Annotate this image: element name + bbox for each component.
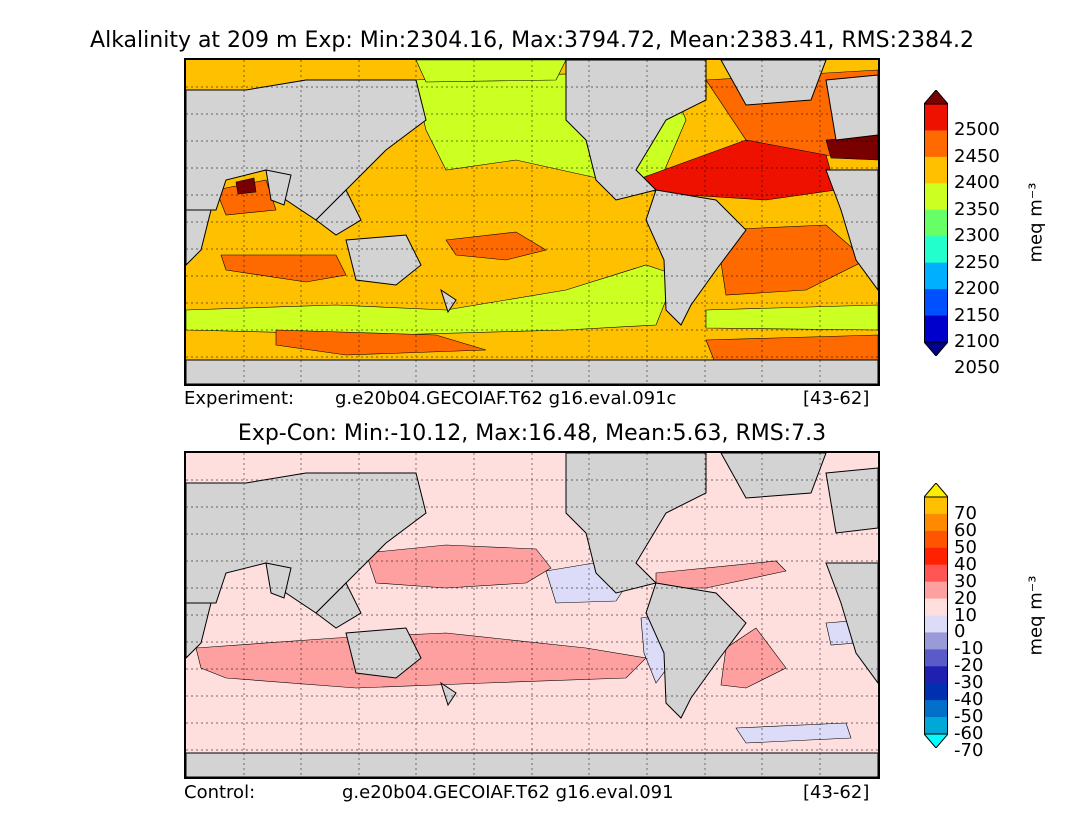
colorbar-swatch: [924, 156, 948, 184]
top-colorbar: [922, 89, 950, 357]
colorbar-tick-label: 2300: [954, 225, 1000, 247]
colorbar-swatch: [924, 209, 948, 237]
colorbar-swatch: [924, 183, 948, 211]
south-atlantic-low-band: [705, 304, 878, 331]
colorbar-min-arrow: [922, 341, 950, 357]
land-new-zealand: [440, 288, 457, 314]
colorbar-swatch: [924, 632, 948, 650]
north-pacific-positive: [365, 544, 552, 589]
colorbar-tick-label: -50: [954, 706, 984, 728]
colorbar-tick-label: 2100: [954, 331, 1000, 352]
colorbar-tick-label: 2450: [954, 145, 1000, 167]
colorbar-tick-label: 2400: [954, 172, 1000, 194]
land-africa-horn: [186, 209, 212, 266]
land-new-zealand: [440, 681, 457, 707]
southern-high-band: [275, 329, 487, 356]
land-southeast-asia: [315, 189, 362, 236]
bottom-colorbar: [922, 482, 950, 749]
land-greenland: [720, 60, 827, 106]
colorbar-swatch: [924, 683, 948, 701]
land-africa-west: [825, 169, 878, 291]
colorbar-tick-label: 0: [954, 621, 966, 643]
colorbar-swatch: [924, 289, 948, 317]
colorbar-swatch: [924, 564, 948, 583]
arctic-low-region: [415, 60, 567, 83]
colorbar-swatch: [924, 513, 948, 532]
colorbar-tick-label: 2350: [954, 198, 1000, 220]
colorbar-tick-label: 50: [954, 536, 977, 558]
colorbar-swatch: [924, 581, 948, 600]
bottom-footer-label: Control:: [184, 782, 256, 803]
colorbar-swatch: [924, 649, 948, 667]
colorbar-tick-label: -30: [954, 672, 984, 694]
land-africa-west: [825, 562, 878, 684]
colorbar-swatch: [924, 315, 948, 343]
south-atlantic-high-region: [715, 224, 867, 296]
colorbar-tick-label: 10: [954, 604, 977, 626]
colorbar-max-arrow: [922, 482, 950, 498]
colorbar-tick-label: 70: [954, 502, 977, 524]
top-colorbar-swatches: [922, 89, 950, 357]
land-europe: [825, 74, 878, 141]
top-map-title: Alkalinity at 209 m Exp: Min:2304.16, Ma…: [90, 28, 974, 53]
colorbar-tick-label: 30: [954, 570, 977, 592]
colorbar-tick-label: 60: [954, 519, 977, 541]
colorbar-swatch: [924, 666, 948, 684]
land-south-america: [645, 582, 747, 719]
colorbar-swatch: [924, 497, 948, 515]
bottom-colorbar-swatches: [922, 482, 950, 749]
colorbar-swatch: [924, 547, 948, 566]
red-sea-max: [235, 177, 257, 195]
colorbar-tick-label: -70: [954, 739, 984, 761]
land-australia: [345, 234, 422, 286]
colorbar-tick-label: 2200: [954, 278, 1000, 300]
top-footer-label: Experiment:: [184, 388, 295, 409]
top-footer-years: [43-62]: [803, 388, 870, 409]
colorbar-swatch: [924, 615, 948, 633]
colorbar-tick-label: 2150: [954, 304, 1000, 326]
land-south-america: [645, 189, 747, 326]
south-pacific-high-band: [445, 231, 547, 261]
land-australia: [345, 627, 422, 679]
land-africa-horn: [186, 602, 212, 659]
colorbar-tick-label: 2050: [954, 357, 1000, 379]
colorbar-swatch: [924, 700, 948, 718]
colorbar-tick-label: 20: [954, 587, 977, 609]
colorbar-tick-label: -40: [954, 689, 984, 711]
colorbar-max-arrow: [922, 89, 950, 105]
indian-ocean-high-band: [220, 254, 347, 283]
colorbar-swatch: [924, 598, 948, 616]
bottom-map: [184, 451, 880, 779]
top-colorbar-unit: meq m⁻³: [1025, 182, 1047, 263]
colorbar-tick-label: -60: [954, 723, 984, 744]
colorbar-min-arrow: [922, 733, 950, 749]
colorbar-swatch: [924, 104, 948, 131]
colorbar-tick-label: 2250: [954, 251, 1000, 273]
bottom-map-title: Exp-Con: Min:-10.12, Max:16.48, Mean:5.6…: [237, 421, 827, 446]
colorbar-swatch: [924, 530, 948, 549]
south-atlantic-positive: [720, 627, 787, 689]
bottom-colorbar-unit: meq m⁻³: [1025, 575, 1047, 656]
top-footer-case: g.e20b04.GECOIAF.T62 g16.eval.091c: [335, 388, 677, 409]
bottom-footer-case: g.e20b04.GECOIAF.T62 g16.eval.091: [342, 782, 674, 803]
colorbar-tick-label: -20: [954, 655, 984, 677]
colorbar-swatch: [924, 262, 948, 290]
colorbar-swatch: [924, 236, 948, 264]
top-map: [184, 58, 880, 386]
bottom-footer-years: [43-62]: [803, 782, 870, 803]
land-india: [265, 562, 292, 599]
land-southeast-asia: [315, 582, 362, 629]
colorbar-swatch: [924, 130, 948, 158]
colorbar-swatch: [924, 717, 948, 735]
southern-ocean-negative: [735, 722, 852, 744]
bottom-map-canvas: [186, 453, 878, 777]
colorbar-tick-label: -10: [954, 638, 984, 660]
land-india: [265, 169, 292, 206]
land-greenland: [720, 453, 827, 499]
colorbar-tick-label: 2500: [954, 119, 1000, 141]
land-europe: [825, 467, 878, 534]
colorbar-tick-label: 40: [954, 553, 977, 575]
top-map-canvas: [186, 60, 878, 384]
